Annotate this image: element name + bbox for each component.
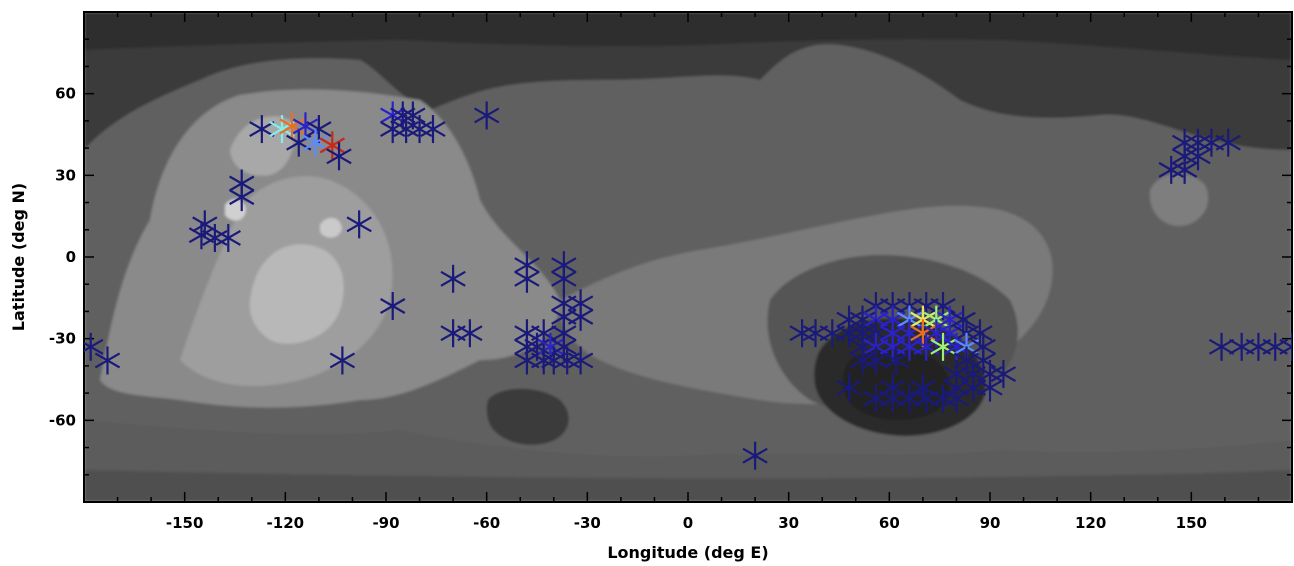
- data-point: [742, 441, 768, 470]
- data-point: [943, 384, 970, 413]
- data-point: [967, 319, 993, 348]
- data-point: [990, 360, 1017, 389]
- data-point: [1215, 128, 1241, 157]
- data-points: [84, 101, 1292, 470]
- data-point: [1171, 128, 1198, 157]
- data-point: [457, 319, 483, 348]
- data-point: [229, 183, 255, 212]
- x-tick-label: -120: [267, 514, 305, 532]
- data-point: [1208, 332, 1235, 361]
- data-point: [943, 332, 970, 361]
- y-tick-label: 60: [55, 85, 76, 103]
- data-point: [249, 115, 275, 144]
- data-point: [393, 115, 419, 144]
- y-tick-label: -60: [49, 411, 76, 429]
- data-point: [326, 142, 352, 171]
- data-point: [1279, 332, 1292, 361]
- data-point: [849, 346, 876, 375]
- data-point: [514, 264, 540, 293]
- data-point: [473, 101, 500, 130]
- x-tick-label: 90: [980, 514, 1001, 532]
- x-axis-title: Longitude (deg E): [607, 543, 768, 562]
- x-tick-label: 0: [683, 514, 693, 532]
- data-point: [554, 346, 580, 375]
- data-point: [883, 346, 909, 375]
- data-point: [279, 112, 305, 141]
- x-tick-labels: -150 -120 -90 -60 -30 0 30 60 90 120 150: [166, 514, 1207, 532]
- y-axis-title: Latitude (deg N): [9, 183, 28, 331]
- data-point: [302, 128, 329, 157]
- x-tick-label: 150: [1176, 514, 1207, 532]
- x-tick-label: -150: [166, 514, 204, 532]
- x-tick-label: 60: [879, 514, 900, 532]
- data-point: [789, 319, 815, 348]
- data-point: [930, 332, 956, 361]
- data-point: [1158, 155, 1184, 184]
- axis-ticks: [83, 11, 1293, 503]
- data-point: [406, 115, 433, 144]
- data-point: [94, 346, 121, 375]
- data-point: [380, 115, 406, 144]
- data-point: [202, 223, 228, 252]
- y-tick-label: 0: [66, 248, 76, 266]
- x-tick-label: -30: [574, 514, 601, 532]
- data-point: [531, 346, 557, 375]
- data-point: [977, 373, 1003, 402]
- x-tick-label: -90: [372, 514, 399, 532]
- data-point: [346, 210, 372, 239]
- data-point: [440, 264, 466, 293]
- data-point: [215, 223, 241, 252]
- contour-map-background: [84, 12, 1292, 502]
- data-point: [420, 115, 446, 144]
- x-tick-label: -60: [473, 514, 500, 532]
- data-point: [84, 332, 104, 361]
- data-point: [380, 292, 406, 320]
- data-point: [390, 101, 416, 130]
- y-tick-label: 30: [55, 166, 76, 184]
- data-point: [950, 305, 976, 334]
- data-point: [319, 131, 345, 160]
- y-tick-labels: -60 -30 0 30 60: [49, 85, 76, 430]
- data-point: [1185, 128, 1211, 157]
- data-point: [567, 302, 594, 331]
- y-tick-label: -30: [49, 330, 76, 348]
- data-point: [551, 264, 577, 293]
- data-point: [329, 346, 356, 375]
- data-point: [551, 332, 577, 361]
- data-point: [930, 384, 956, 413]
- data-point: [863, 346, 889, 375]
- data-point: [836, 319, 862, 348]
- data-point: [567, 346, 594, 375]
- x-tick-label: 120: [1075, 514, 1106, 532]
- data-point: [910, 319, 936, 348]
- data-point: [541, 346, 567, 375]
- x-tick-label: 30: [778, 514, 799, 532]
- data-point: [836, 373, 862, 402]
- data-point: [306, 115, 332, 144]
